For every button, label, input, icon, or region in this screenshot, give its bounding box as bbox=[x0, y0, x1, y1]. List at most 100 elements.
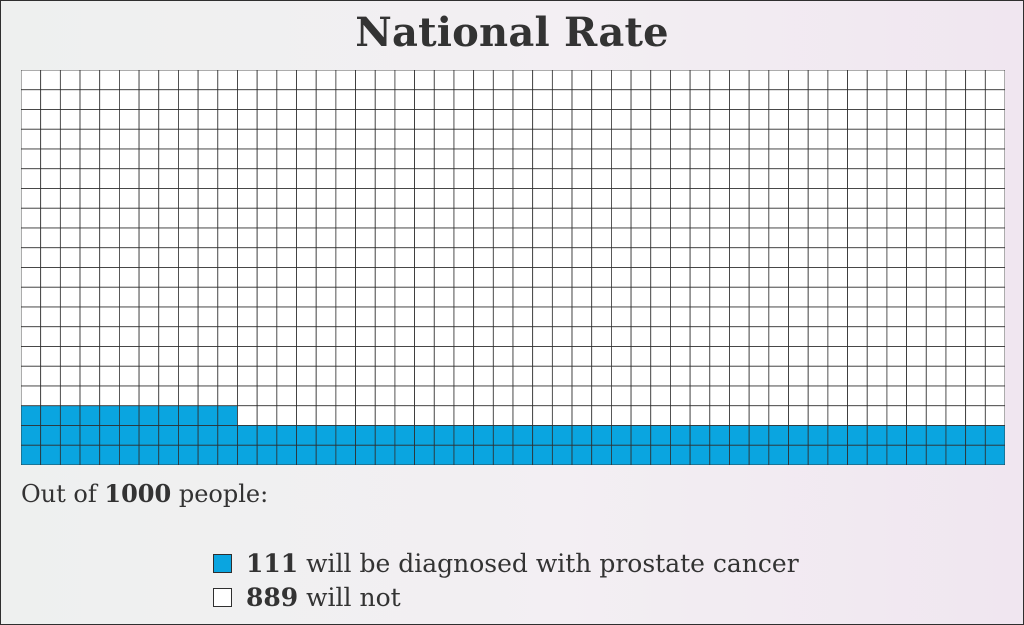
waffle-cell-diagnosed bbox=[532, 444, 553, 465]
waffle-cell-not-diagnosed bbox=[788, 109, 809, 130]
waffle-cell-not-diagnosed bbox=[374, 148, 396, 170]
waffle-cell-not-diagnosed bbox=[217, 365, 238, 387]
waffle-cell-not-diagnosed bbox=[650, 306, 671, 328]
waffle-cell-not-diagnosed bbox=[886, 247, 907, 268]
waffle-cell-not-diagnosed bbox=[79, 227, 101, 249]
waffle-cell-not-diagnosed bbox=[335, 267, 356, 288]
waffle-cell-not-diagnosed bbox=[925, 168, 947, 189]
waffle-cell-diagnosed bbox=[158, 405, 179, 426]
waffle-cell-not-diagnosed bbox=[866, 326, 888, 347]
waffle-cell-not-diagnosed bbox=[453, 267, 475, 288]
waffle-cell-not-diagnosed bbox=[473, 247, 494, 268]
waffle-cell-not-diagnosed bbox=[729, 405, 750, 426]
waffle-cell-not-diagnosed bbox=[256, 70, 278, 91]
waffle-cell-not-diagnosed bbox=[965, 385, 986, 407]
waffle-cell-not-diagnosed bbox=[433, 207, 455, 229]
waffle-cell-not-diagnosed bbox=[925, 207, 947, 229]
waffle-cell-diagnosed bbox=[237, 444, 258, 465]
waffle-cell-not-diagnosed bbox=[138, 306, 160, 328]
waffle-cell-not-diagnosed bbox=[788, 70, 809, 91]
waffle-cell-not-diagnosed bbox=[847, 168, 868, 189]
waffle-cell-diagnosed bbox=[807, 425, 829, 446]
waffle-cell-diagnosed bbox=[59, 425, 81, 446]
waffle-cell-not-diagnosed bbox=[315, 168, 337, 189]
waffle-cell-diagnosed bbox=[138, 405, 160, 426]
waffle-cell-diagnosed bbox=[551, 444, 573, 465]
waffle-cell-not-diagnosed bbox=[492, 405, 514, 426]
waffle-cell-not-diagnosed bbox=[414, 148, 435, 170]
waffle-cell-diagnosed bbox=[197, 405, 219, 426]
waffle-cell-not-diagnosed bbox=[630, 286, 652, 308]
waffle-cell-not-diagnosed bbox=[512, 109, 534, 130]
waffle-cell-not-diagnosed bbox=[984, 168, 1005, 189]
waffle-cell-not-diagnosed bbox=[355, 109, 376, 130]
waffle-cell-diagnosed bbox=[847, 425, 868, 446]
waffle-cell-not-diagnosed bbox=[906, 346, 927, 367]
waffle-cell-not-diagnosed bbox=[99, 128, 120, 150]
waffle-cell-not-diagnosed bbox=[788, 306, 809, 328]
waffle-cell-diagnosed bbox=[119, 405, 140, 426]
waffle-cell-not-diagnosed bbox=[335, 326, 356, 347]
waffle-cell-not-diagnosed bbox=[611, 89, 632, 110]
waffle-cell-not-diagnosed bbox=[532, 365, 553, 387]
waffle-cell-not-diagnosed bbox=[237, 128, 258, 150]
waffle-cell-not-diagnosed bbox=[276, 405, 297, 426]
waffle-cell-not-diagnosed bbox=[394, 405, 416, 426]
waffle-cell-not-diagnosed bbox=[551, 385, 573, 407]
waffle-cell-not-diagnosed bbox=[532, 346, 553, 367]
waffle-cell-not-diagnosed bbox=[532, 70, 553, 91]
waffle-cell-diagnosed bbox=[21, 425, 42, 446]
waffle-cell-not-diagnosed bbox=[21, 385, 42, 407]
waffle-cell-not-diagnosed bbox=[335, 405, 356, 426]
waffle-cell-not-diagnosed bbox=[119, 346, 140, 367]
waffle-cell-not-diagnosed bbox=[433, 346, 455, 367]
waffle-cell-not-diagnosed bbox=[217, 128, 238, 150]
waffle-cell-not-diagnosed bbox=[906, 286, 927, 308]
waffle-cell-not-diagnosed bbox=[748, 89, 770, 110]
waffle-cell-not-diagnosed bbox=[414, 346, 435, 367]
waffle-cell-not-diagnosed bbox=[945, 109, 967, 130]
waffle-cell-not-diagnosed bbox=[788, 267, 809, 288]
waffle-cell-not-diagnosed bbox=[945, 188, 967, 209]
waffle-cell-not-diagnosed bbox=[689, 70, 711, 91]
waffle-cell-not-diagnosed bbox=[296, 306, 317, 328]
waffle-cell-not-diagnosed bbox=[571, 148, 593, 170]
waffle-cell-not-diagnosed bbox=[807, 306, 829, 328]
waffle-cell-not-diagnosed bbox=[827, 267, 848, 288]
waffle-cell-not-diagnosed bbox=[40, 89, 61, 110]
waffle-cell-not-diagnosed bbox=[355, 188, 376, 209]
waffle-cell-not-diagnosed bbox=[178, 70, 199, 91]
waffle-cell-not-diagnosed bbox=[433, 227, 455, 249]
waffle-cell-not-diagnosed bbox=[335, 188, 356, 209]
waffle-cell-not-diagnosed bbox=[335, 286, 356, 308]
waffle-cell-not-diagnosed bbox=[473, 306, 494, 328]
waffle-cell-not-diagnosed bbox=[650, 365, 671, 387]
waffle-cell-not-diagnosed bbox=[335, 227, 356, 249]
waffle-cell-not-diagnosed bbox=[178, 128, 199, 150]
waffle-cell-not-diagnosed bbox=[138, 267, 160, 288]
waffle-cell-not-diagnosed bbox=[925, 109, 947, 130]
waffle-cell-not-diagnosed bbox=[355, 306, 376, 328]
waffle-cell-not-diagnosed bbox=[532, 247, 553, 268]
waffle-cell-not-diagnosed bbox=[886, 89, 907, 110]
waffle-cell-diagnosed bbox=[945, 425, 967, 446]
waffle-cell-not-diagnosed bbox=[473, 227, 494, 249]
waffle-cell-not-diagnosed bbox=[591, 227, 612, 249]
waffle-cell-diagnosed bbox=[965, 444, 986, 465]
waffle-cell-not-diagnosed bbox=[119, 247, 140, 268]
waffle-cell-not-diagnosed bbox=[512, 89, 534, 110]
waffle-cell-not-diagnosed bbox=[571, 306, 593, 328]
waffle-cell-not-diagnosed bbox=[729, 109, 750, 130]
waffle-cell-not-diagnosed bbox=[197, 168, 219, 189]
waffle-cell-not-diagnosed bbox=[768, 326, 789, 347]
waffle-cell-not-diagnosed bbox=[925, 89, 947, 110]
waffle-cell-not-diagnosed bbox=[611, 247, 632, 268]
waffle-cell-not-diagnosed bbox=[906, 109, 927, 130]
waffle-cell-not-diagnosed bbox=[414, 207, 435, 229]
waffle-cell-diagnosed bbox=[866, 444, 888, 465]
waffle-cell-diagnosed bbox=[217, 405, 238, 426]
waffle-cell-not-diagnosed bbox=[591, 385, 612, 407]
waffle-cell-not-diagnosed bbox=[532, 405, 553, 426]
waffle-cell-diagnosed bbox=[492, 425, 514, 446]
waffle-cell-not-diagnosed bbox=[79, 89, 101, 110]
